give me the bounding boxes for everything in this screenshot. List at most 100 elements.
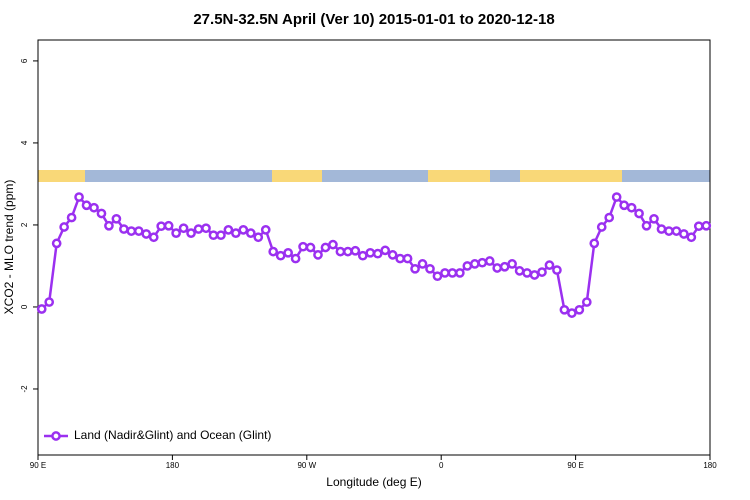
data-point (59, 222, 69, 232)
data-point (529, 270, 540, 280)
data-point (701, 220, 712, 231)
data-point (552, 265, 562, 275)
data-point (148, 232, 159, 243)
data-point (44, 297, 55, 307)
data-point (163, 220, 174, 231)
data-point (245, 228, 256, 238)
data-point (193, 224, 204, 234)
data-point (133, 226, 144, 236)
data-point (395, 253, 405, 264)
data-point (693, 221, 704, 232)
data-point (619, 200, 629, 211)
data-point (186, 228, 196, 238)
data-point (410, 263, 420, 274)
data-point (320, 242, 331, 253)
y-tick-label: 0 (20, 304, 29, 309)
y-tick-label: 4 (20, 140, 29, 145)
data-point (283, 247, 293, 258)
data-point (81, 200, 92, 211)
data-point (357, 250, 368, 261)
data-point (298, 241, 308, 252)
data-point (596, 222, 607, 232)
data-point (626, 202, 637, 213)
data-point (171, 228, 181, 238)
data-point (537, 267, 547, 277)
data-point (380, 245, 391, 256)
data-point (260, 225, 271, 235)
data-point (238, 225, 249, 235)
data-point (208, 230, 219, 241)
data-point (126, 226, 137, 236)
data-point (51, 238, 62, 249)
data-point (574, 304, 585, 315)
data-point (514, 266, 525, 276)
data-point (455, 268, 465, 278)
data-point (268, 246, 279, 257)
x-tick-label: 180 (166, 461, 180, 470)
data-point (231, 228, 241, 238)
data-point (290, 253, 301, 264)
data-point (462, 261, 473, 271)
data-point (365, 247, 376, 258)
data-point (679, 229, 689, 239)
y-tick-label: 2 (20, 222, 29, 227)
x-tick-label: 90 E (567, 461, 583, 470)
data-point (522, 268, 532, 278)
data-point (477, 257, 488, 268)
data-point (89, 202, 99, 213)
data-point (156, 221, 167, 232)
x-tick-label: 0 (439, 461, 444, 470)
y-tick-label: 6 (20, 58, 29, 63)
data-point (66, 212, 77, 223)
data-point (402, 253, 413, 264)
data-point (686, 232, 697, 243)
data-point (178, 223, 189, 234)
data-point (641, 220, 652, 231)
legend-marker (51, 431, 61, 441)
data-point (425, 263, 435, 274)
data-point (74, 192, 84, 202)
data-point (335, 246, 346, 257)
data-point (499, 261, 510, 272)
data-point (447, 268, 458, 278)
data-point (604, 212, 615, 223)
data-point (104, 220, 114, 231)
data-point (469, 259, 480, 269)
data-point (611, 192, 622, 202)
data-point (223, 225, 234, 235)
data-point (141, 229, 152, 239)
data-point (656, 224, 667, 234)
surface-mask (38, 170, 710, 182)
data-point (253, 232, 264, 243)
x-tick-label: 90 W (297, 461, 316, 470)
data-point (350, 245, 361, 256)
data-point (387, 250, 398, 260)
data-point (507, 259, 517, 269)
legend-label: Land (Nadir&Glint) and Ocean (Glint) (74, 428, 271, 442)
data-point (313, 250, 323, 260)
data-point (201, 223, 211, 234)
data-point (671, 226, 682, 236)
data-point (492, 263, 503, 273)
data-point (328, 239, 338, 250)
data-point (96, 208, 107, 219)
data-point (119, 224, 129, 234)
data-point (305, 242, 316, 253)
x-axis-label: Longitude (deg E) (326, 475, 421, 489)
plot-frame (37, 39, 711, 456)
y-tick-label: -2 (20, 385, 29, 393)
data-point (440, 268, 450, 278)
data-point (664, 226, 674, 236)
data-point (275, 250, 286, 261)
data-point (36, 304, 47, 314)
x-tick-label: 90 E (30, 461, 46, 470)
data-point (581, 297, 592, 307)
data-point (372, 248, 383, 259)
data-point (417, 259, 428, 269)
chart-title: 27.5N-32.5N April (Ver 10) 2015-01-01 to… (193, 11, 554, 28)
data-point (567, 308, 577, 318)
y-axis-label: XCO2 - MLO trend (ppm) (2, 180, 16, 315)
data-point (559, 304, 570, 315)
data-point (484, 256, 495, 266)
